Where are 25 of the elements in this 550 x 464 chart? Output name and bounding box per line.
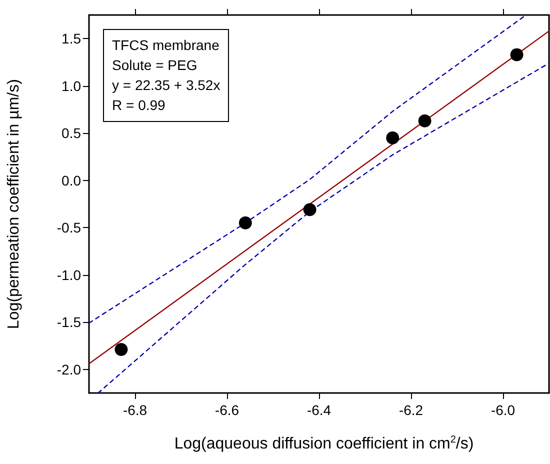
line-series	[88, 14, 527, 324]
x-tick-label: -6.6	[214, 402, 240, 418]
point	[303, 203, 316, 216]
point	[386, 131, 400, 144]
annotation: Solute = PEG	[112, 56, 198, 75]
point	[418, 114, 432, 128]
point	[114, 343, 128, 356]
y-tick-label: 0.5	[62, 125, 82, 142]
y-tick-label: -1.5	[56, 314, 82, 330]
y-tick-label: -1.0	[56, 266, 82, 283]
point	[238, 216, 252, 230]
annotation: TFCS membrane	[112, 36, 220, 55]
y-tick-label: -2.0	[56, 361, 82, 378]
x-tick-label: -6.8	[122, 402, 148, 418]
x-tick-label: -6.0	[490, 402, 516, 418]
y-tick-label: -0.5	[56, 220, 82, 236]
y-tick-label: 1.0	[62, 78, 82, 94]
y-tick-label: 0.0	[62, 172, 82, 188]
x-tick-label: -6.2	[398, 402, 424, 418]
y-tick-label: 1.5	[62, 30, 82, 47]
point	[510, 48, 524, 62]
annotation: R = 0.99	[112, 96, 166, 115]
y-axis-title: Log(permeation coefficient in µm/s)	[6, 79, 22, 329]
x-tick-label: -6.4	[306, 402, 332, 418]
annotation: y = 22.35 + 3.52x	[112, 76, 220, 95]
